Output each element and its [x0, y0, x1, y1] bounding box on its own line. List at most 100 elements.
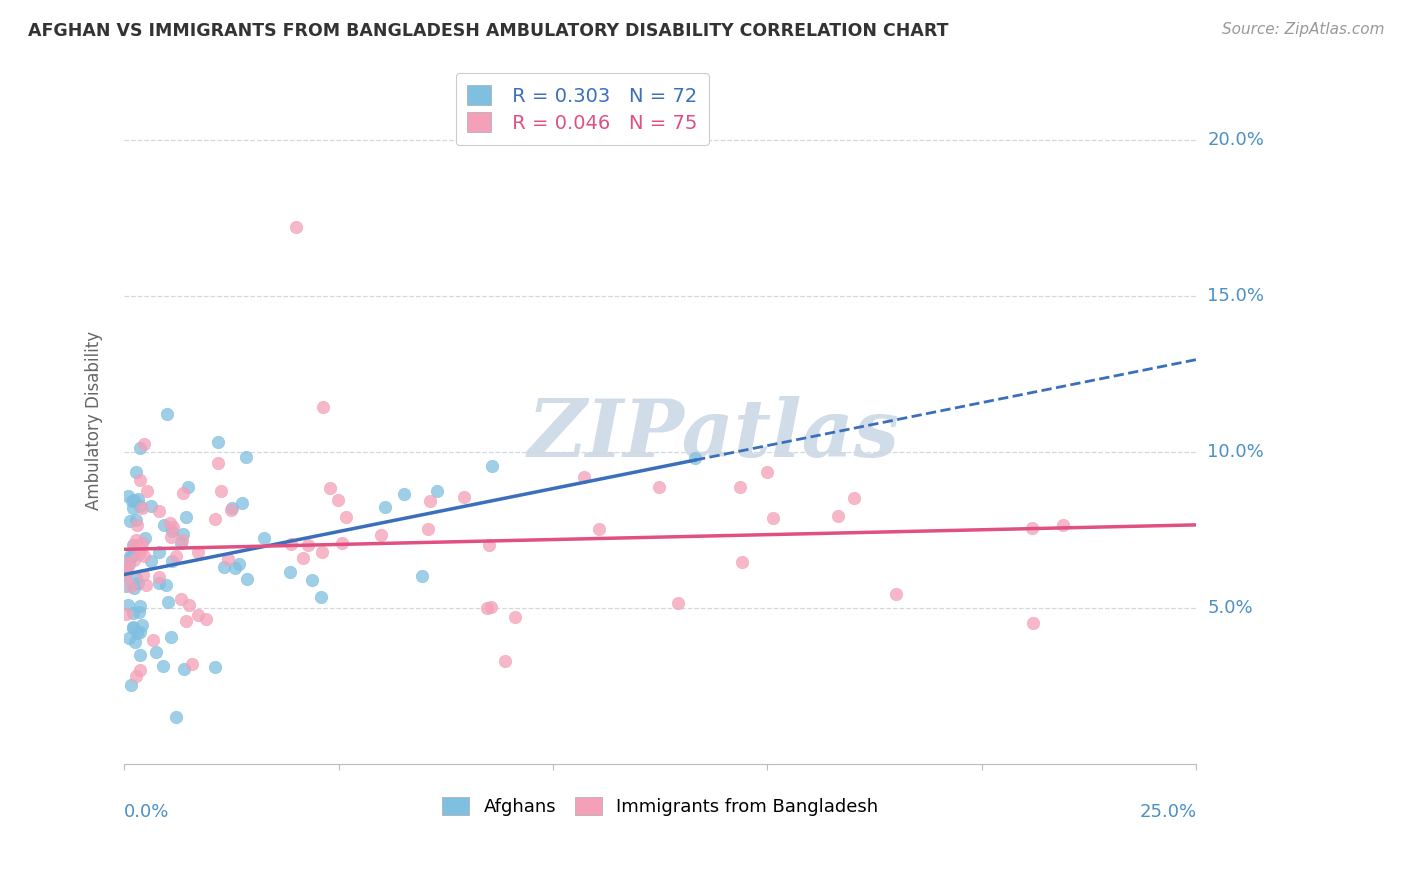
Point	[762, 511, 785, 525]
Point	[648, 480, 671, 494]
Point	[120, 579, 142, 593]
Point	[235, 450, 257, 465]
Y-axis label: Ambulatory Disability: Ambulatory Disability	[86, 331, 103, 510]
Point	[148, 570, 170, 584]
Point	[162, 520, 184, 534]
Point	[827, 509, 849, 524]
Point	[117, 489, 139, 503]
Point	[187, 608, 209, 623]
Point	[156, 594, 179, 608]
Legend: Afghans, Immigrants from Bangladesh: Afghans, Immigrants from Bangladesh	[434, 789, 886, 823]
Point	[479, 600, 502, 615]
Point	[588, 522, 610, 536]
Point	[219, 503, 242, 517]
Point	[170, 533, 193, 548]
Point	[204, 659, 226, 673]
Point	[173, 662, 195, 676]
Point	[114, 567, 136, 582]
Point	[122, 553, 145, 567]
Point	[134, 531, 156, 545]
Point	[172, 486, 194, 500]
Point	[120, 514, 142, 528]
Point	[127, 575, 149, 590]
Text: 25.0%: 25.0%	[1139, 803, 1197, 821]
Point	[120, 549, 142, 563]
Point	[115, 556, 138, 570]
Point	[212, 559, 235, 574]
Point	[207, 435, 229, 450]
Point	[129, 648, 152, 662]
Point	[132, 437, 155, 451]
Point	[121, 621, 143, 635]
Point	[453, 490, 475, 504]
Point	[135, 577, 157, 591]
Point	[124, 493, 146, 508]
Point	[128, 441, 150, 455]
Point	[160, 530, 183, 544]
Point	[125, 533, 148, 548]
Point	[122, 548, 145, 562]
Point	[1021, 521, 1043, 535]
Point	[172, 527, 194, 541]
Point	[187, 544, 209, 558]
Point	[374, 500, 396, 515]
Point	[284, 220, 307, 235]
Point	[683, 450, 706, 465]
Point	[139, 554, 162, 568]
Point	[228, 557, 250, 571]
Point	[731, 555, 754, 569]
Point	[180, 657, 202, 672]
Point	[297, 538, 319, 552]
Point	[124, 635, 146, 649]
Point	[115, 607, 138, 621]
Point	[155, 577, 177, 591]
Point	[478, 538, 501, 552]
Point	[176, 614, 198, 628]
Point	[844, 491, 866, 506]
Text: 10.0%: 10.0%	[1208, 442, 1264, 461]
Point	[330, 535, 353, 549]
Point	[129, 473, 152, 487]
Point	[125, 518, 148, 533]
Text: 20.0%: 20.0%	[1208, 131, 1264, 149]
Point	[124, 513, 146, 527]
Point	[481, 458, 503, 473]
Point	[121, 494, 143, 508]
Point	[503, 610, 526, 624]
Point	[292, 551, 315, 566]
Text: 5.0%: 5.0%	[1208, 599, 1253, 617]
Point	[477, 601, 499, 615]
Point	[426, 483, 449, 498]
Point	[131, 500, 153, 515]
Point	[114, 568, 136, 582]
Point	[115, 561, 138, 575]
Point	[115, 579, 138, 593]
Point	[121, 678, 143, 692]
Point	[128, 625, 150, 640]
Point	[730, 480, 752, 494]
Point	[884, 587, 907, 601]
Text: ZIPatlas: ZIPatlas	[527, 396, 900, 473]
Text: Source: ZipAtlas.com: Source: ZipAtlas.com	[1222, 22, 1385, 37]
Point	[125, 572, 148, 586]
Point	[159, 516, 181, 530]
Point	[118, 557, 141, 571]
Point	[128, 547, 150, 561]
Point	[131, 568, 153, 582]
Point	[162, 554, 184, 568]
Point	[122, 582, 145, 596]
Point	[217, 551, 239, 566]
Point	[132, 549, 155, 563]
Point	[129, 541, 152, 556]
Point	[165, 710, 187, 724]
Point	[117, 599, 139, 613]
Point	[139, 499, 162, 513]
Point	[125, 669, 148, 683]
Point	[1021, 616, 1043, 631]
Point	[278, 566, 301, 580]
Point	[152, 658, 174, 673]
Point	[209, 483, 232, 498]
Point	[148, 544, 170, 558]
Point	[574, 470, 596, 484]
Point	[194, 612, 217, 626]
